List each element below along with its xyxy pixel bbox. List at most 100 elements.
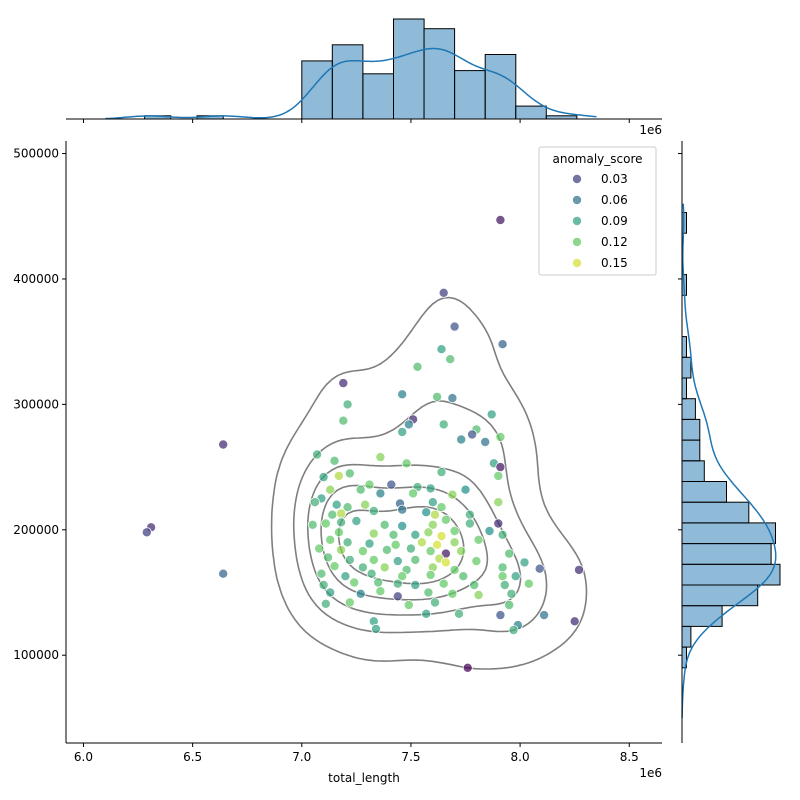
- scatter-point: [397, 426, 408, 437]
- scatter-point: [342, 537, 353, 548]
- right-marginal-histogram: [678, 141, 781, 743]
- scatter-point: [436, 502, 447, 513]
- scatter-point: [456, 546, 467, 557]
- top-histogram-bar: [393, 18, 425, 120]
- scatter-point: [497, 339, 508, 350]
- scatter-point: [405, 543, 416, 554]
- right-histogram-bar: [681, 584, 759, 607]
- scatter-point: [432, 539, 443, 550]
- scatter-point: [327, 509, 338, 520]
- right-histogram-bar: [681, 625, 692, 648]
- scatter-point: [364, 538, 375, 549]
- scatter-point: [495, 462, 506, 473]
- scatter-point: [425, 483, 436, 494]
- scatter-point: [447, 489, 458, 500]
- scatter-point: [429, 597, 440, 608]
- scatter-point: [375, 488, 386, 499]
- main-scatter-plot: 6.0 6.5 7.0 7.5 8.0 8.5 100000 200000 300000 4000…: [13, 141, 662, 785]
- scatter-point: [218, 568, 229, 579]
- scatter-point: [368, 505, 379, 516]
- scatter-point: [447, 588, 458, 599]
- scatter-point: [366, 568, 377, 579]
- right-histogram-bars: [681, 212, 781, 669]
- scatter-point: [499, 580, 510, 591]
- scatter-point: [495, 431, 506, 442]
- x-tick-label: 6.5: [183, 750, 202, 764]
- scatter-point: [469, 580, 480, 591]
- scatter-point: [410, 554, 421, 565]
- scatter-point: [506, 588, 517, 599]
- y-tick-label: 500000: [13, 147, 59, 161]
- right-histogram-bar: [681, 501, 750, 524]
- main-axes: 6.0 6.5 7.0 7.5 8.0 8.5 100000 200000 300000 4000…: [13, 141, 662, 764]
- scatter-point: [423, 527, 434, 538]
- scatter-point: [355, 588, 366, 599]
- scatter-point: [336, 544, 347, 555]
- legend-label: 0.09: [601, 214, 628, 228]
- top-histogram-ticks: [82, 119, 630, 123]
- x-tick-label: 7.5: [401, 750, 420, 764]
- scatter-point: [449, 537, 460, 548]
- scatter-point: [408, 488, 419, 499]
- scatter-point: [458, 571, 469, 582]
- right-histogram-bar: [681, 377, 687, 400]
- scatter-point: [381, 544, 392, 555]
- scatter-point: [322, 552, 333, 563]
- scatter-point: [473, 590, 484, 601]
- legend-box: [538, 146, 657, 276]
- right-histogram-bar: [681, 336, 687, 358]
- scatter-point: [438, 578, 449, 589]
- scatter-point: [307, 519, 318, 530]
- right-histogram-bar: [681, 439, 701, 462]
- scatter-point: [462, 662, 473, 673]
- scatter-point: [360, 499, 371, 510]
- scatter-point: [338, 415, 349, 426]
- scatter-point: [421, 608, 432, 619]
- scatter-point: [449, 321, 460, 332]
- right-histogram-bar: [681, 563, 781, 586]
- scatter-point: [318, 580, 329, 591]
- scatter-point: [314, 543, 325, 554]
- right-histogram-bar: [681, 605, 723, 627]
- scatter-point: [336, 517, 347, 528]
- scatter-point: [401, 458, 412, 469]
- scatter-point: [436, 344, 447, 355]
- kde-contour-line: [270, 296, 588, 670]
- scatter-point: [340, 571, 351, 582]
- x-tick-label: 7.0: [292, 750, 311, 764]
- scatter-point: [318, 472, 329, 483]
- scatter-point: [495, 610, 506, 621]
- scatter-point: [368, 528, 379, 539]
- scatter-point: [510, 571, 521, 582]
- scatter-point: [331, 499, 342, 510]
- scatter-point: [392, 578, 403, 589]
- legend-entries: 0.03 0.06 0.09 0.12 0.15: [572, 172, 628, 270]
- top-x-offset-label: 1e6: [639, 123, 662, 137]
- scatter-point: [497, 529, 508, 540]
- scatter-point: [449, 526, 460, 537]
- top-histogram-bar: [484, 54, 517, 120]
- scatter-point: [467, 429, 478, 440]
- legend-label: 0.06: [601, 193, 628, 207]
- scatter-point: [357, 562, 368, 573]
- scatter-point: [375, 586, 386, 597]
- scatter-point: [436, 467, 447, 478]
- scatter-point: [412, 361, 423, 372]
- scatter-point: [309, 497, 320, 508]
- scatter-point: [453, 608, 464, 619]
- legend-title: anomaly_score: [552, 152, 642, 166]
- scatter-point: [364, 479, 375, 490]
- scatter-point: [493, 470, 504, 481]
- scatter-point: [355, 484, 366, 495]
- scatter-point: [333, 470, 344, 481]
- kde-contour-line: [320, 484, 489, 601]
- top-histogram-bar: [301, 60, 333, 120]
- legend-marker: [572, 236, 583, 247]
- legend-marker: [572, 257, 583, 268]
- right-histogram-bar: [681, 418, 701, 441]
- scatter-point: [425, 546, 436, 557]
- scatter-point: [421, 507, 432, 518]
- scatter-point: [344, 468, 355, 479]
- scatter-point: [495, 214, 506, 225]
